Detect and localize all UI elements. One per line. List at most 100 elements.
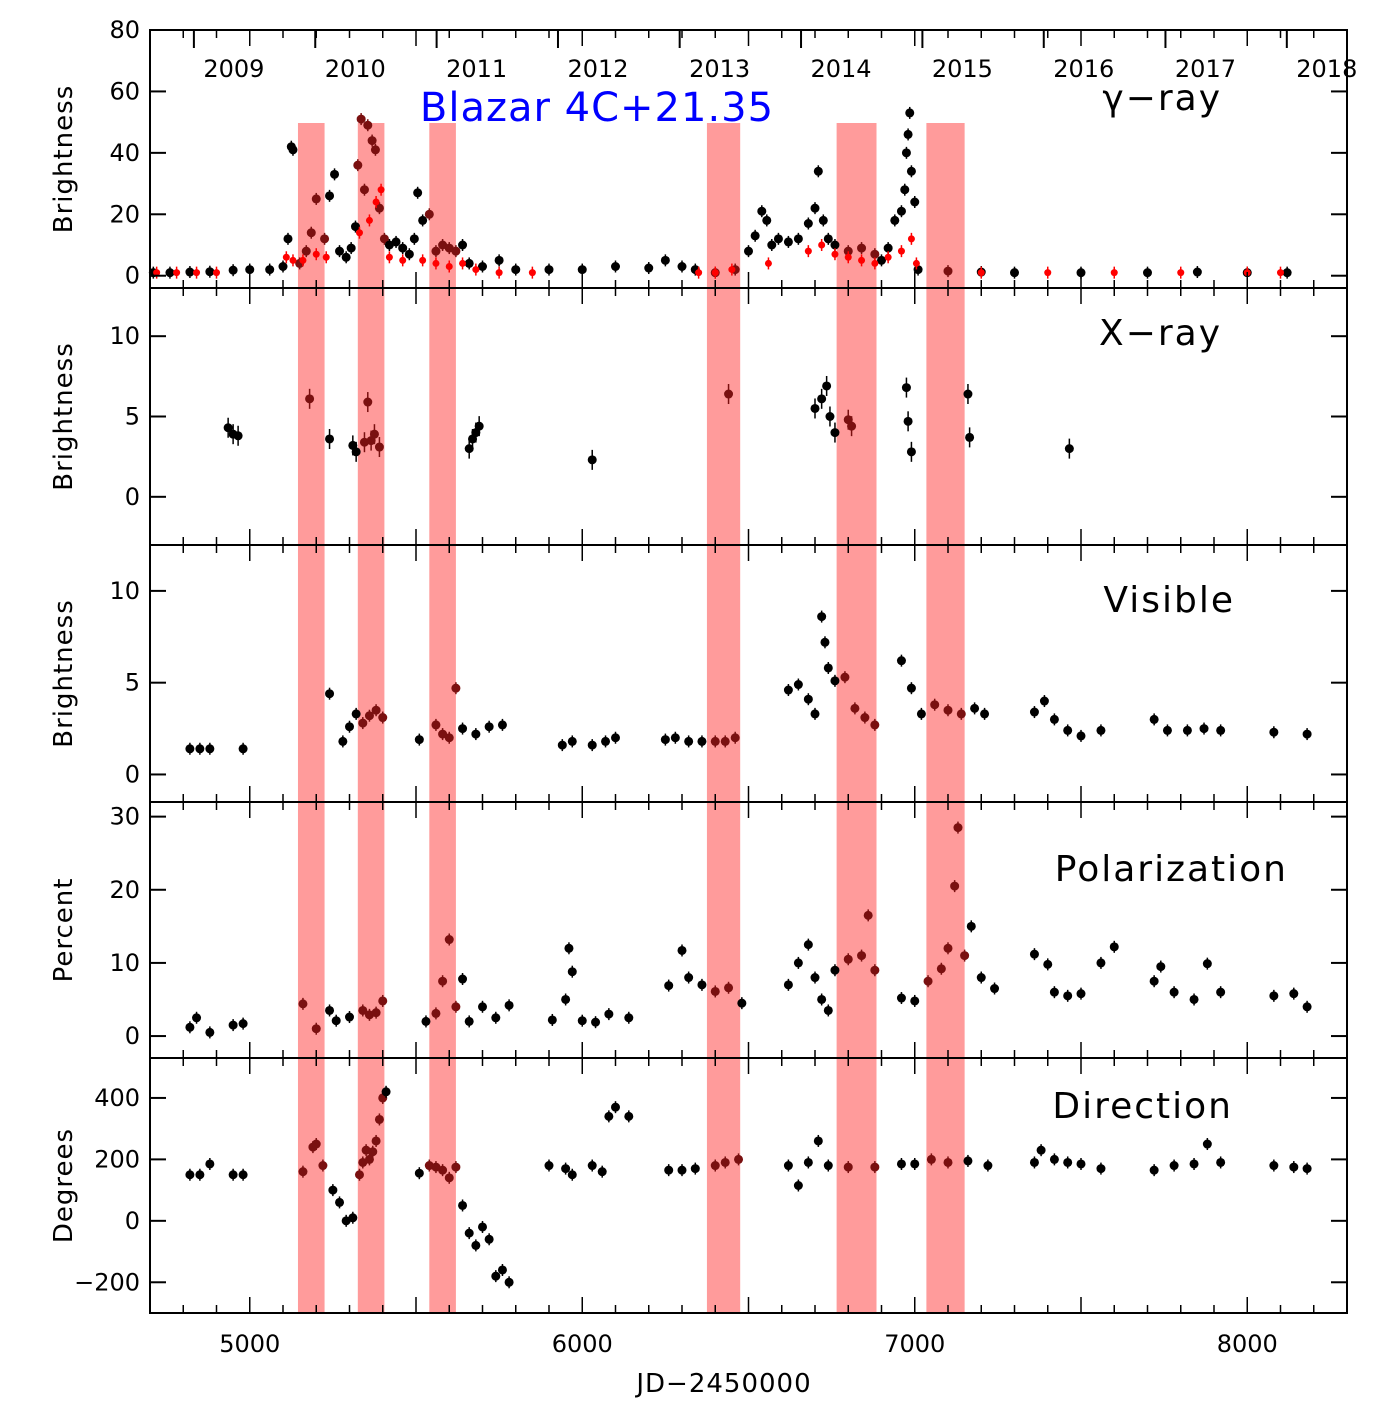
gamma-black-point-69 xyxy=(830,240,840,250)
visible-points-point-10 xyxy=(371,705,381,715)
gamma-black-point-32 xyxy=(398,243,408,253)
visible-points-point-13 xyxy=(431,720,441,730)
xray-points-point-15 xyxy=(474,421,484,431)
gamma-black-point-29 xyxy=(379,234,389,244)
polarization-points-point-60 xyxy=(990,984,1000,994)
direction-points-point-25 xyxy=(438,1165,448,1175)
visible-points-point-47 xyxy=(916,709,926,719)
polarization-points-point-69 xyxy=(1156,962,1166,972)
polarization-points-point-51 xyxy=(910,996,920,1006)
year-label-2018: 2018 xyxy=(1296,55,1357,83)
gamma-black-point-43 xyxy=(464,258,474,268)
y-tick-label-gamma-1: 20 xyxy=(109,200,140,228)
y-tick-label-xray-1: 5 xyxy=(125,403,140,431)
gamma-black-point-45 xyxy=(494,255,504,265)
gamma-black-point-33 xyxy=(404,249,414,259)
polarization-points-point-38 xyxy=(737,998,747,1008)
gamma-red-point-16 xyxy=(432,259,440,267)
visible-points-point-44 xyxy=(870,720,880,730)
gamma-red-point-1 xyxy=(173,269,181,277)
xray-points-point-28 xyxy=(963,389,973,399)
visible-points-point-57 xyxy=(1076,731,1086,741)
xray-points-point-26 xyxy=(903,416,913,426)
polarization-points-point-48 xyxy=(863,910,873,920)
gamma-black-point-81 xyxy=(906,166,916,176)
chart-title: Blazar 4C+21.35 xyxy=(420,85,774,131)
y-tick-label-gamma-0: 0 xyxy=(125,262,140,290)
polarization-points-point-61 xyxy=(1029,949,1039,959)
gamma-black-point-51 xyxy=(660,255,670,265)
xray-points-point-27 xyxy=(906,447,916,457)
direction-points-point-7 xyxy=(311,1139,321,1149)
polarization-points-point-46 xyxy=(843,954,853,964)
panel-direction: −200 0 200 400 Degrees Direction xyxy=(49,1057,1348,1314)
visible-points-point-53 xyxy=(1029,707,1039,717)
polarization-points-point-42 xyxy=(810,973,820,983)
visible-points-point-7 xyxy=(351,709,361,719)
polarization-points-point-10 xyxy=(358,1005,368,1015)
visible-points-point-19 xyxy=(484,722,494,732)
gamma-black-point-7 xyxy=(278,262,288,271)
visible-points-point-46 xyxy=(906,683,916,693)
gamma-black-point-56 xyxy=(744,246,753,256)
gamma-red-point-0 xyxy=(153,269,161,277)
direction-points-point-75 xyxy=(1289,1162,1299,1172)
highlight-band-6 xyxy=(926,123,965,1313)
gamma-red-point-28 xyxy=(831,250,839,258)
gamma-black-point-65 xyxy=(810,203,820,213)
polarization-points-point-39 xyxy=(783,980,793,990)
polarization-points-point-4 xyxy=(238,1019,248,1029)
gamma-black-point-61 xyxy=(773,234,783,244)
direction-points-point-22 xyxy=(414,1168,424,1178)
panel-label-visible: Visible xyxy=(1103,580,1235,621)
gamma-black-point-28 xyxy=(374,203,384,213)
y-tick-label-polarization-1: 10 xyxy=(109,949,140,977)
y-axis-label-xray: Brightness xyxy=(49,342,79,491)
visible-points-point-15 xyxy=(444,733,454,743)
x-tick-labels: 5000 6000 7000 8000 xyxy=(219,1330,1278,1358)
y-tick-label-visible-1: 5 xyxy=(125,669,140,697)
visible-points-point-9 xyxy=(364,711,374,721)
polarization-points-point-57 xyxy=(960,951,970,961)
gamma-black-point-41 xyxy=(451,246,461,256)
gamma-red-point-36 xyxy=(977,269,985,277)
xray-points-point-2 xyxy=(233,431,243,441)
y-tick-label-direction-0: −200 xyxy=(74,1268,140,1296)
y-tick-label-visible-0: 0 xyxy=(125,760,140,788)
year-label-2017: 2017 xyxy=(1175,55,1236,83)
gamma-black-point-68 xyxy=(823,234,833,244)
direction-points-point-59 xyxy=(926,1154,936,1164)
visible-points-point-41 xyxy=(840,672,850,682)
gamma-black-point-22 xyxy=(353,160,363,170)
gamma-black-point-88 xyxy=(1143,268,1152,278)
direction-points-point-0 xyxy=(185,1170,195,1180)
gamma-red-point-9 xyxy=(355,229,363,237)
polarization-points-point-65 xyxy=(1076,989,1086,999)
visible-points-point-40 xyxy=(830,676,840,686)
polarization-points-point-41 xyxy=(803,940,813,950)
direction-points-point-51 xyxy=(793,1181,803,1190)
direction-points-point-69 xyxy=(1149,1165,1159,1175)
gamma-black-point-6 xyxy=(265,265,275,275)
direction-points-point-45 xyxy=(677,1165,687,1175)
gamma-red-point-13 xyxy=(385,253,393,261)
xray-points-point-29 xyxy=(965,432,975,442)
gamma-black-point-42 xyxy=(458,240,468,250)
gamma-black-point-79 xyxy=(903,129,913,139)
visible-points-point-43 xyxy=(860,713,870,723)
direction-points-point-66 xyxy=(1063,1157,1073,1167)
polarization-points-point-14 xyxy=(421,1016,431,1026)
direction-points-point-26 xyxy=(444,1173,454,1183)
visible-points-point-20 xyxy=(497,720,507,730)
panel-label-xray: X−ray xyxy=(1099,313,1222,354)
visible-points-point-51 xyxy=(970,703,980,713)
polarization-points-point-23 xyxy=(504,1000,514,1010)
gamma-black-point-5 xyxy=(245,265,255,275)
gamma-black-point-59 xyxy=(762,215,772,225)
visible-points-point-3 xyxy=(238,744,248,754)
direction-points-point-5 xyxy=(298,1167,308,1177)
y-tick-label-polarization-2: 20 xyxy=(109,876,140,904)
visible-points-point-6 xyxy=(345,722,354,732)
direction-points-point-3 xyxy=(228,1170,238,1180)
xray-points-point-16 xyxy=(587,455,597,465)
